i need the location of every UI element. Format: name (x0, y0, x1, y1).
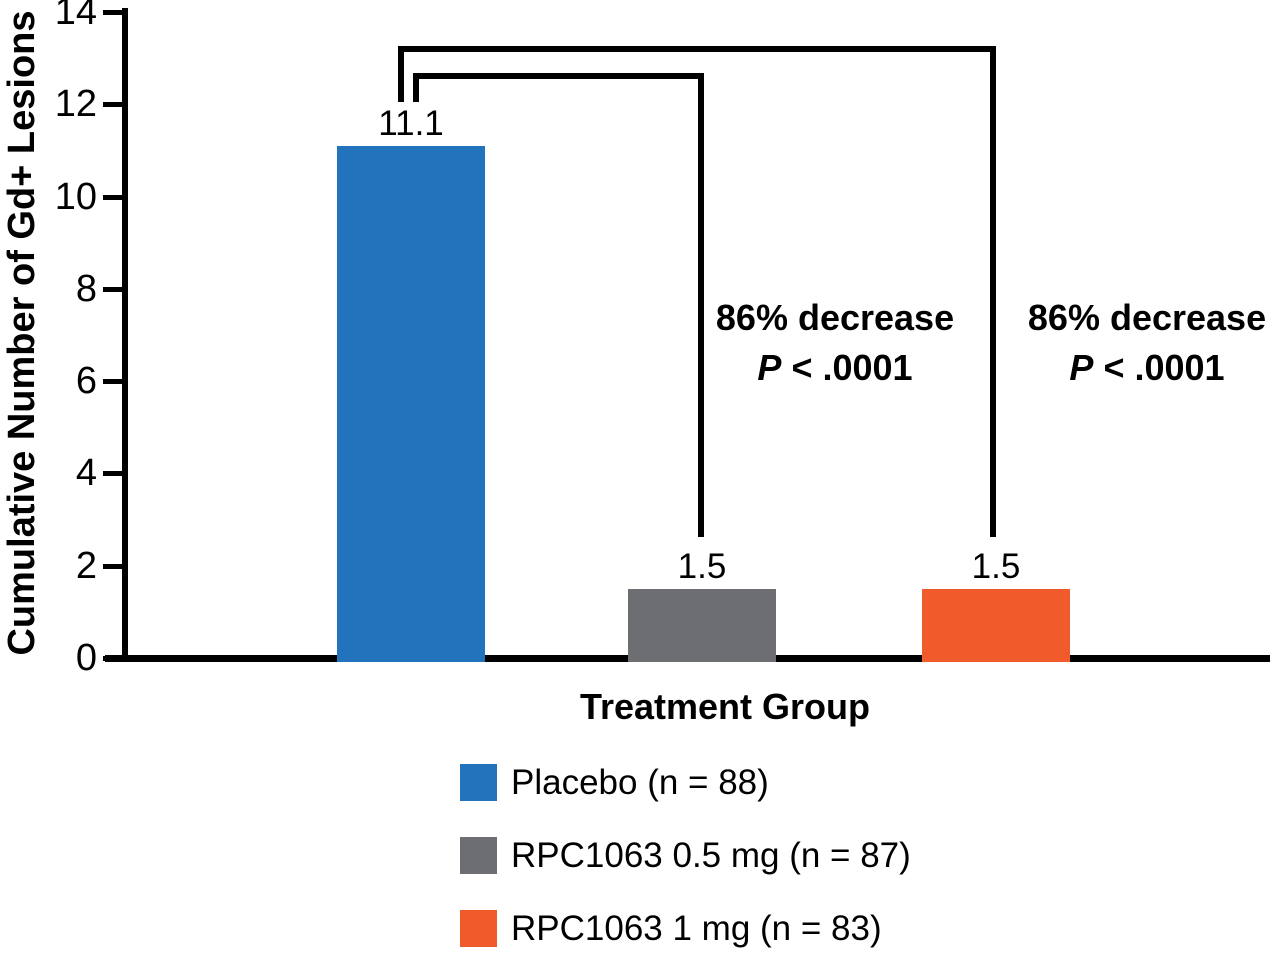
y-tick-label: 14 (54, 0, 97, 33)
legend-label: RPC1063 1 mg (n = 83) (511, 909, 882, 948)
annotation-block: 86% decrease P < .0001 (977, 293, 1280, 393)
annotation-p-value: P < .0001 (665, 343, 1005, 393)
bracket-horizontal (413, 73, 704, 79)
annotation-p-value: P < .0001 (977, 343, 1280, 393)
legend-item: RPC1063 1 mg (n = 83) (460, 910, 882, 947)
legend-swatch (460, 837, 497, 874)
bar-value-label: 11.1 (378, 104, 444, 143)
legend-swatch (460, 910, 497, 947)
y-tick-label: 0 (75, 637, 97, 679)
annotation-block: 86% decrease P < .0001 (665, 293, 1005, 393)
annotation-decrease-text: 86% decrease (1027, 297, 1267, 338)
y-tick-label: 4 (75, 452, 97, 494)
y-tick-label: 6 (75, 360, 97, 402)
y-tick-mark (103, 564, 124, 569)
bracket-left-leg (413, 73, 419, 102)
y-tick-mark (103, 195, 124, 200)
y-tick-mark (103, 379, 124, 384)
bracket-horizontal (398, 46, 996, 52)
y-tick-mark (103, 10, 124, 15)
y-axis-line (122, 8, 128, 662)
p-value-text: < .0001 (781, 347, 913, 388)
legend-label: Placebo (n = 88) (511, 763, 769, 802)
bar-value-label: 1.5 (677, 547, 727, 586)
bracket-right-leg (990, 46, 996, 537)
p-symbol: P (757, 347, 782, 388)
x-axis-title: Treatment Group (579, 686, 871, 727)
bar-value-label: 1.5 (971, 547, 1021, 586)
y-tick-label: 10 (54, 176, 97, 218)
annotation-decrease-text: 86% decrease (715, 297, 955, 338)
legend-swatch (460, 764, 497, 801)
bar-placebo (337, 146, 485, 662)
bar-rpc1063-1-mg (922, 589, 1070, 662)
bracket-left-leg (398, 46, 404, 102)
legend-item: Placebo (n = 88) (460, 764, 769, 801)
y-tick-label: 2 (75, 545, 97, 587)
y-tick-mark (103, 287, 124, 292)
y-tick-mark (103, 102, 124, 107)
p-value-text: < .0001 (1093, 347, 1225, 388)
p-symbol: P (1069, 347, 1094, 388)
bracket-right-leg (698, 73, 704, 537)
y-tick-label: 8 (75, 268, 97, 310)
legend-label: RPC1063 0.5 mg (n = 87) (511, 836, 911, 875)
y-tick-mark (103, 471, 124, 476)
y-tick-mark (103, 656, 124, 661)
y-tick-label: 12 (54, 83, 97, 125)
bar-rpc1063-0-5-mg (628, 589, 776, 662)
legend-item: RPC1063 0.5 mg (n = 87) (460, 837, 911, 874)
